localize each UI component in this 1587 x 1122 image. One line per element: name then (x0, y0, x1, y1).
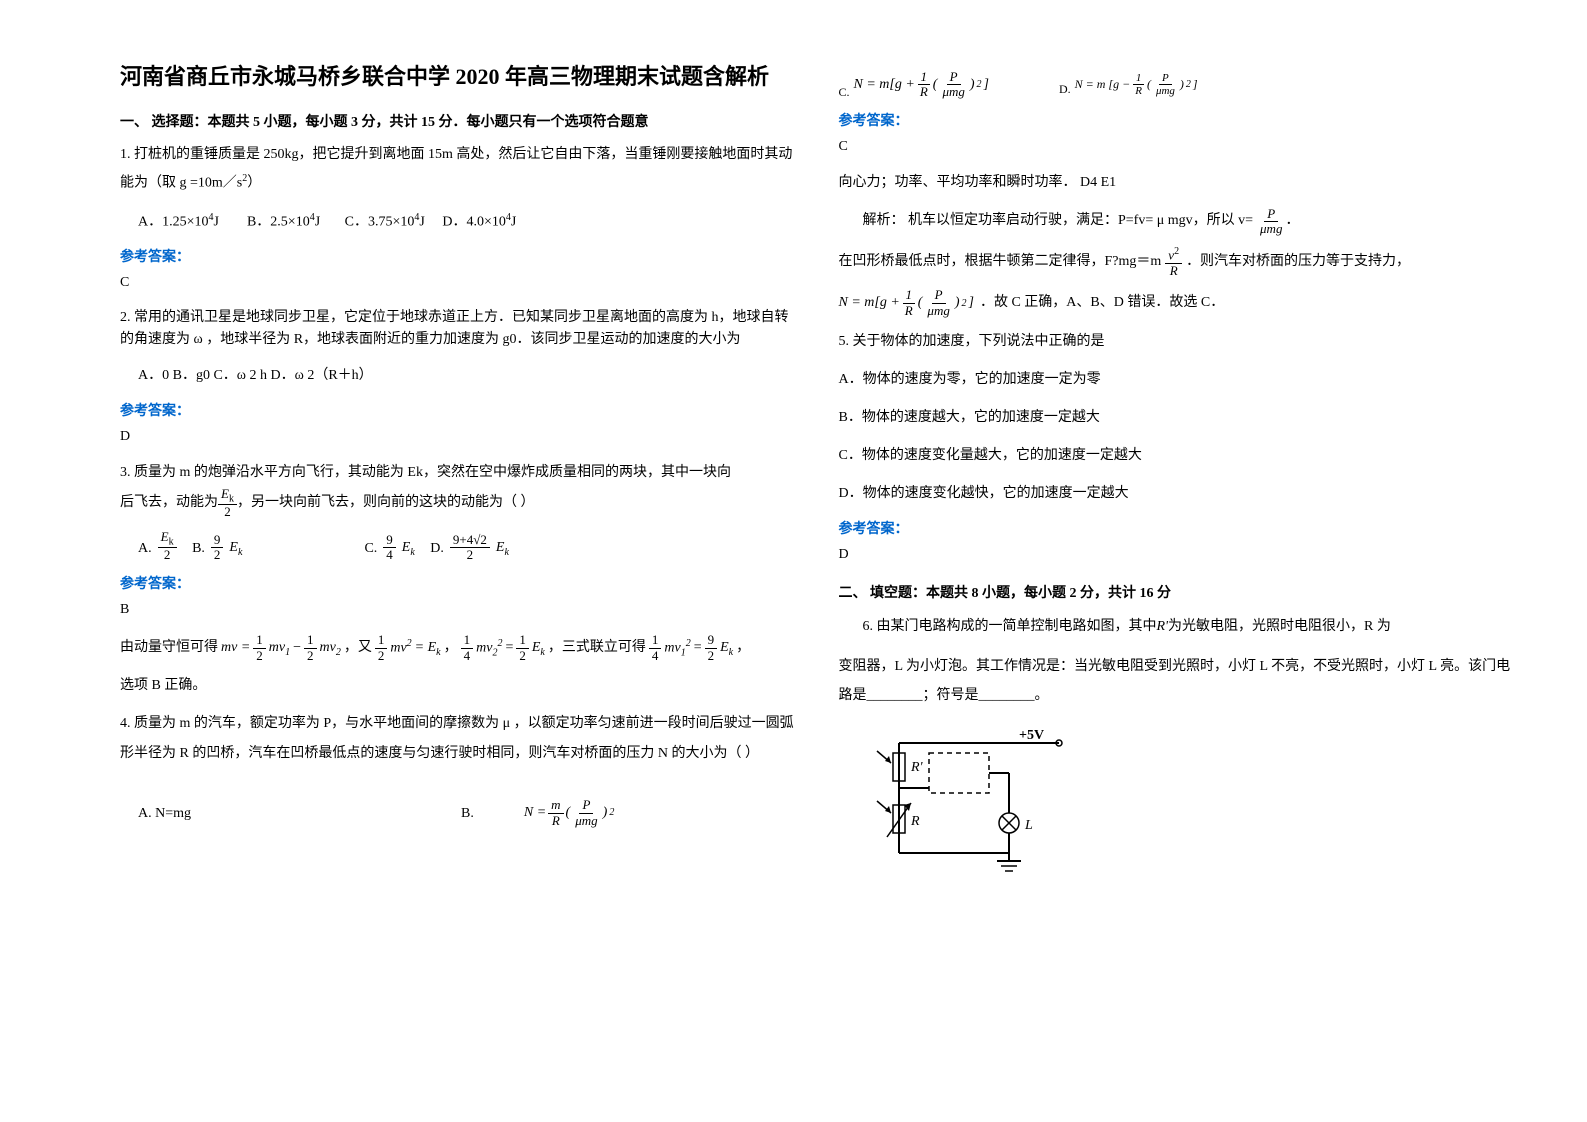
q1-text: 1. 打桩机的重锤质量是 250kg，把它提升到离地面 15m 高处，然后让它自… (120, 147, 792, 191)
q4-optC: C. (839, 85, 850, 100)
voltage-label: +5V (1019, 728, 1044, 743)
q1a-unit: J (214, 214, 219, 229)
q3-optD-label: D. (430, 535, 444, 563)
r-prime-label: R' (910, 760, 924, 775)
question-6: 6. 由某门电路构成的一简单控制电路如图，其中R'为光敏电阻，光照时电阻很小，R… (863, 612, 1518, 641)
q3-optC-frac: 9 4 (383, 533, 396, 563)
q3b-ek: Ek (229, 534, 242, 563)
q3-optA-label: A. (138, 535, 152, 563)
question-4: 4. 质量为 m 的汽车，额定功率为 P，与水平地面间的摩擦数为 μ ，以额定功… (120, 709, 799, 768)
section1-header: 一、 选择题：本题共 5 小题，每小题 3 分，共计 15 分．每小题只有一个选… (120, 111, 799, 131)
q1-answer-label: 参考答案： (120, 246, 799, 266)
q4-explain4: N = m[g + 1R ( Pμmg )2 ] ．故 C 正确，A、B、D 错… (839, 288, 1518, 318)
question-3: 3. 质量为 m 的炮弹沿水平方向飞行，其动能为 Ek，突然在空中爆炸成质量相同… (120, 460, 799, 519)
q4c-formula: N = m[g + 1R ( Pμmg )2 ] (854, 70, 989, 100)
q3-options: A. Ek 2 B. 9 2 Ek C. 9 4 Ek D. 9+4√2 2 E… (138, 530, 799, 563)
q5-optB: B．物体的速度越大，它的加速度一定越大 (839, 404, 1518, 432)
q1d-unit: J (511, 214, 516, 229)
question-2: 2. 常用的通讯卫星是地球同步卫星，它定位于地球赤道正上方．已知某同步卫星离地面… (120, 307, 799, 352)
q3-explain: 由动量守恒可得 mv = 12 mv1 − 12 mv2 ，又 12 mv2 =… (120, 633, 799, 663)
question-5: 5. 关于物体的加速度，下列说法中正确的是 (839, 328, 1518, 356)
q3-answer: B (120, 597, 799, 624)
q3c-ek: Ek (402, 534, 415, 563)
q4-options-row2: C. N = m[g + 1R ( Pμmg )2 ] D. N = m [g … (839, 70, 1518, 100)
left-column: 河南省商丘市永城马桥乡联合中学 2020 年高三物理期末试题含解析 一、 选择题… (100, 60, 819, 1082)
q2-options: A．0 B．g0 C．ω 2 h D．ω 2（R＋h） (138, 362, 799, 390)
q4-explain3: 在凹形桥最低点时，根据牛顿第二定律得，F?mg＝m v2R ．则汽车对桥面的压力… (839, 246, 1518, 278)
q4-explain2: 解析： 机车以恒定功率启动行驶，满足：P=fv= μ mgv，所以 v= Pμm… (863, 207, 1518, 237)
q1c-unit: J (419, 214, 424, 229)
q3-text2: 后飞去，动能为 (120, 490, 218, 517)
q5-optD: D．物体的速度变化越快，它的加速度一定越大 (839, 480, 1518, 508)
section2-header: 二、 填空题：本题共 8 小题，每小题 2 分，共计 16 分 (839, 582, 1518, 602)
q4-optB: B. (461, 800, 474, 828)
q5-optA: A．物体的速度为零，它的加速度一定为零 (839, 366, 1518, 394)
q1-optC: C．3.75×10 (345, 214, 415, 229)
q3d-ek: Ek (496, 534, 509, 563)
q1-optA: A．1.25×10 (138, 214, 209, 229)
q4-answer: C (839, 134, 1518, 161)
q4-answer-label: 参考答案： (839, 110, 1518, 130)
q3-optB-label: B. (192, 535, 205, 563)
q1-text-end: ） (247, 176, 261, 191)
q3-text3: ，另一块向前飞去，则向前的这块的动能为（ ） (237, 490, 535, 517)
q1-optB: B．2.5×10 (247, 214, 310, 229)
q3-optA-frac: Ek 2 (158, 530, 177, 563)
q5-answer: D (839, 542, 1518, 569)
q4-options-row1: A. N=mg B. N = mR ( Pμmg )2 (138, 798, 799, 828)
q2-answer: D (120, 424, 799, 451)
q4-optA: A. N=mg (138, 800, 191, 828)
q5-optC: C．物体的速度变化量越大，它的加速度一定越大 (839, 442, 1518, 470)
q4-explain1: 向心力；功率、平均功率和瞬时功率． D4 E1 (839, 170, 1518, 197)
q4-optD: D. (1059, 82, 1071, 97)
l-label: L (1024, 818, 1033, 833)
q3-optD-frac: 9+4√2 2 (450, 533, 490, 563)
q3-optB-frac: 9 2 (211, 533, 224, 563)
question-1: 1. 打桩机的重锤质量是 250kg，把它提升到离地面 15m 高处，然后让它自… (120, 141, 799, 198)
right-column: C. N = m[g + 1R ( Pμmg )2 ] D. N = m [g … (819, 60, 1538, 1082)
q4d-formula: N = m [g − 1R ( Pμmg )2 ] (1075, 72, 1198, 97)
q3-answer-label: 参考答案： (120, 573, 799, 593)
q5-answer-label: 参考答案： (839, 518, 1518, 538)
circuit-diagram: +5V R' R L (869, 723, 1518, 878)
q3-frac-ek2: Ek 2 (218, 487, 237, 520)
q1-answer: C (120, 270, 799, 297)
r-label: R (910, 814, 920, 829)
q1b-unit: J (315, 214, 320, 229)
document-title: 河南省商丘市永城马桥乡联合中学 2020 年高三物理期末试题含解析 (120, 60, 799, 93)
q4b-formula: N = mR ( Pμmg )2 (524, 798, 614, 828)
q3-optC-label: C. (364, 535, 377, 563)
q3-explain-end: 选项 B 正确。 (120, 673, 799, 700)
q1-optD: D．4.0×10 (442, 214, 506, 229)
q3-text1: 3. 质量为 m 的炮弹沿水平方向飞行，其动能为 Ek，突然在空中爆炸成质量相同… (120, 460, 799, 487)
q6-text3: 变阻器，L 为小灯泡。其工作情况是：当光敏电阻受到光照时，小灯 L 不亮，不受光… (839, 652, 1518, 711)
q1-options: A．1.25×104J B．2.5×104J C．3.75×104J D．4.0… (138, 208, 799, 237)
q2-answer-label: 参考答案： (120, 400, 799, 420)
